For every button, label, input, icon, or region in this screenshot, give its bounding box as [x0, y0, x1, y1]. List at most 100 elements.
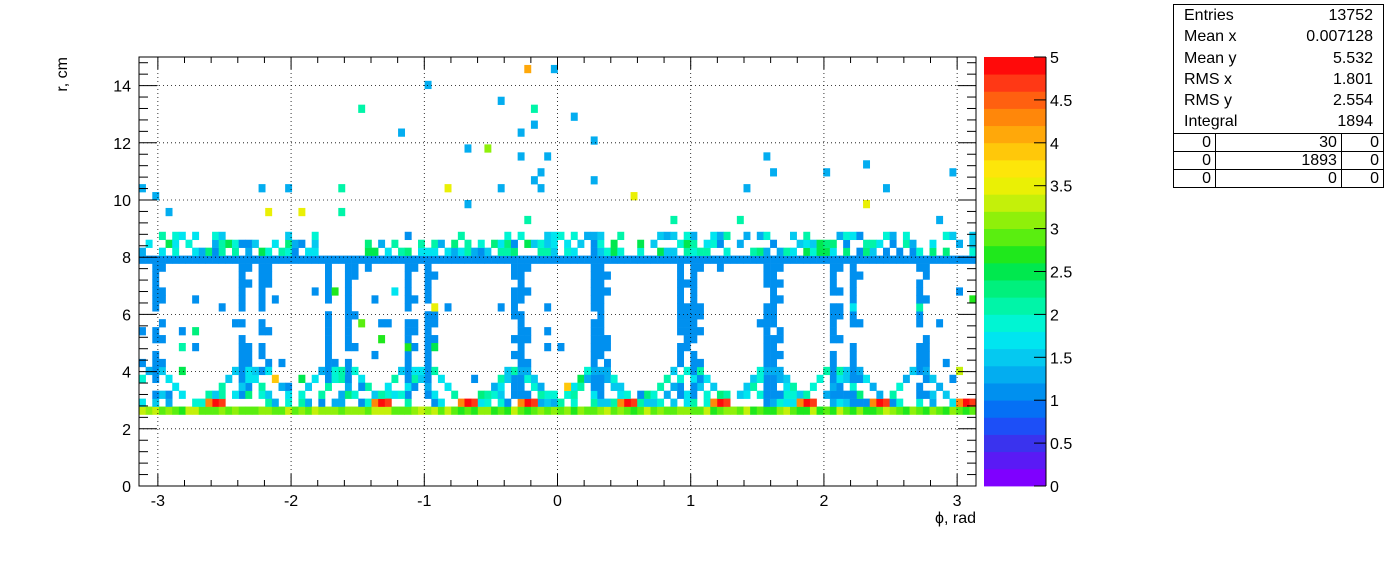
- heatmap-cell: [683, 303, 691, 312]
- heatmap-cell: [311, 239, 319, 248]
- heatmap-cell: [477, 398, 485, 407]
- heatmap-cell: [318, 406, 326, 415]
- heatmap-cell: [265, 390, 273, 399]
- heatmap-cell: [464, 247, 472, 256]
- heatmap-cell: [537, 255, 545, 264]
- heatmap-cell: [238, 335, 246, 344]
- heatmap-cell: [637, 398, 645, 407]
- heatmap-cell: [404, 390, 412, 399]
- heatmap-cell: [185, 239, 193, 248]
- heatmap-cell: [544, 406, 552, 415]
- heatmap-cell: [192, 406, 200, 415]
- heatmap-cell: [537, 406, 545, 415]
- heatmap-cell: [139, 358, 146, 368]
- stats-row: RMS x 1.801: [1174, 69, 1383, 90]
- heatmap-cell: [683, 343, 691, 352]
- heatmap-cell: [404, 295, 412, 304]
- heatmap-cell: [703, 374, 711, 384]
- heatmap-cell: [750, 374, 758, 384]
- heatmap-cell: [590, 271, 598, 280]
- heatmap-cell: [723, 390, 731, 399]
- heatmap-cell: [697, 358, 704, 368]
- heatmap-cell: [212, 255, 220, 264]
- heatmap-cell: [311, 247, 319, 256]
- heatmap-cell: [464, 406, 472, 415]
- heatmap-cell: [677, 287, 685, 296]
- heatmap-cell: [218, 303, 226, 312]
- heatmap-cell: [637, 255, 645, 264]
- heatmap-cell: [537, 184, 545, 193]
- heatmap-cell: [670, 215, 678, 225]
- heatmap-cell: [218, 255, 226, 264]
- heatmap-cell: [524, 215, 532, 225]
- heatmap-cell: [683, 390, 691, 399]
- heatmap-cell: [763, 382, 771, 391]
- heatmap-cell: [378, 390, 386, 399]
- heatmap-cell: [637, 406, 645, 415]
- heatmap-cell: [564, 247, 572, 256]
- heatmap-cell: [258, 390, 266, 399]
- heatmap-cell: [683, 406, 691, 415]
- heatmap-cell: [763, 319, 771, 328]
- heatmap-cell: [351, 406, 359, 415]
- heatmap-cell: [843, 398, 851, 407]
- heatmap-cell: [384, 382, 392, 391]
- heatmap-cell: [916, 382, 924, 391]
- heatmap-cell: [690, 335, 698, 344]
- heatmap-cell: [829, 303, 837, 312]
- heatmap-cell: [158, 319, 166, 328]
- heatmap-cell: [770, 366, 778, 376]
- heatmap-cell: [610, 255, 618, 264]
- heatmap-cell: [856, 390, 864, 399]
- heatmap-cell: [902, 374, 910, 384]
- heatmap-cell: [942, 255, 950, 264]
- heatmap-cell: [584, 255, 592, 264]
- heatmap-cell: [677, 263, 685, 272]
- heatmap-cell: [192, 398, 200, 407]
- stats-row: Mean x 0.007128: [1174, 26, 1383, 47]
- heatmap-cell: [942, 390, 950, 399]
- heatmap-cell: [776, 295, 784, 304]
- heatmap-cell: [497, 303, 505, 312]
- heatmap-cell: [424, 80, 432, 90]
- heatmap-cell: [683, 231, 691, 241]
- heatmap-cell: [364, 247, 372, 256]
- heatmap-cell: [763, 152, 771, 161]
- heatmap-cell: [849, 350, 857, 360]
- heatmap-cell: [444, 406, 452, 415]
- heatmap-cell: [736, 215, 744, 225]
- heatmap-cell: [577, 406, 585, 415]
- heatmap-cell: [404, 374, 412, 384]
- heatmap-cell: [271, 398, 279, 407]
- heatmap-cell: [451, 390, 459, 399]
- heatmap-cell: [511, 287, 518, 296]
- heatmap-cell: [916, 247, 924, 256]
- heatmap-cell: [537, 168, 545, 177]
- heatmap-cell: [544, 247, 552, 256]
- heatmap-cell: [604, 398, 611, 407]
- heatmap-cell: [643, 406, 651, 415]
- heatmap-cell: [929, 247, 937, 256]
- heatmap-cell: [550, 64, 558, 74]
- heatmap-cell: [471, 406, 479, 415]
- heatmap-cell: [677, 343, 685, 352]
- heatmap-cell: [723, 231, 731, 241]
- heatmap-cell: [763, 350, 771, 360]
- palette-swatch: [984, 331, 1046, 350]
- heatmap-cell: [364, 255, 372, 264]
- heatmap-cell: [836, 311, 844, 320]
- heatmap-cell: [517, 279, 525, 288]
- heatmap-cell: [590, 335, 598, 344]
- heatmap-cell: [198, 398, 206, 407]
- heatmap-cell: [770, 390, 778, 399]
- stats-label: Entries: [1184, 7, 1234, 24]
- heatmap-cell: [285, 382, 293, 391]
- heatmap-cell: [364, 382, 372, 391]
- heatmap-cell: [836, 231, 844, 241]
- heatmap-cell: [418, 255, 425, 264]
- heatmap-cell: [690, 366, 698, 376]
- heatmap-cell: [378, 335, 386, 344]
- heatmap-cell: [677, 303, 685, 312]
- heatmap-cell: [962, 255, 970, 264]
